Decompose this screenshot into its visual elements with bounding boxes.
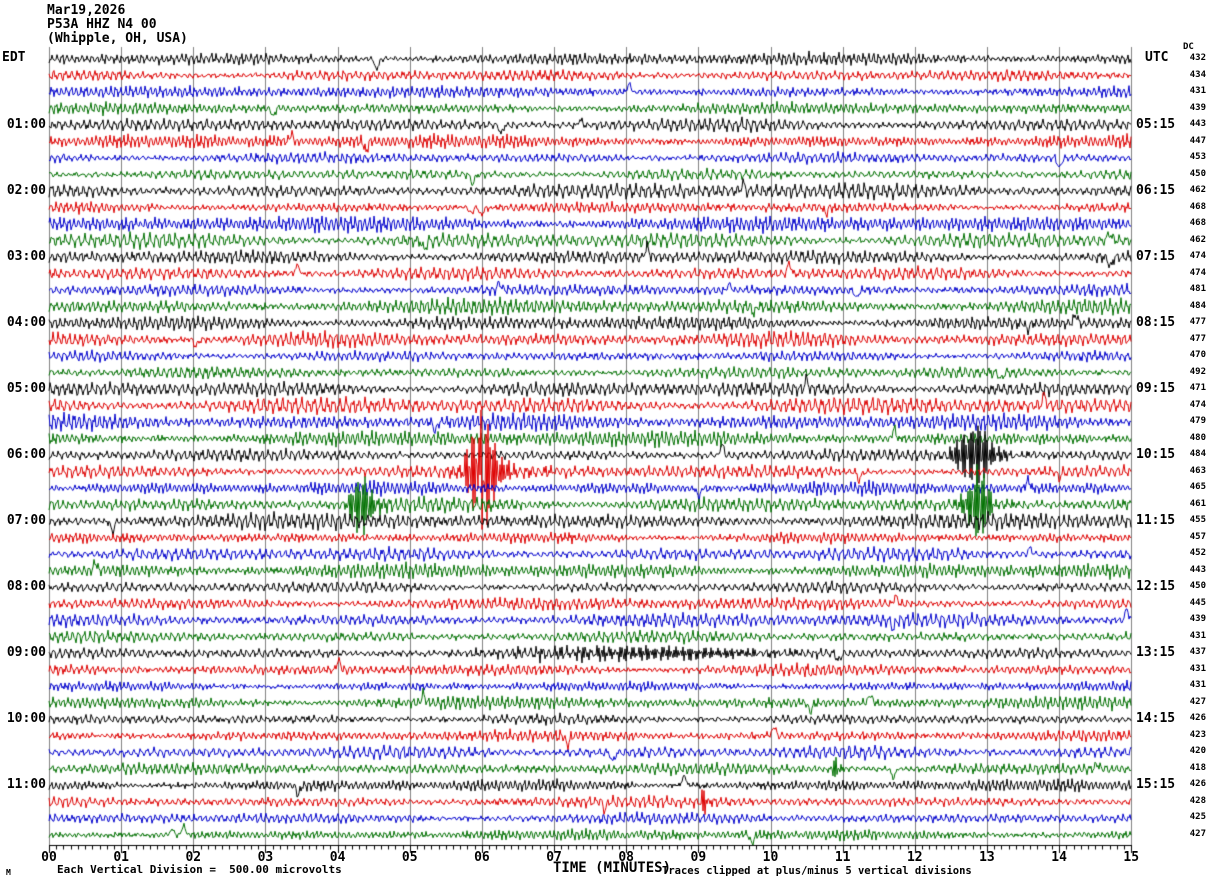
- x-tick-label: 00: [41, 850, 57, 865]
- edt-time-label: 07:00: [6, 513, 46, 529]
- dc-value: 462: [1189, 185, 1206, 196]
- x-tick-label: 06: [474, 850, 490, 865]
- dc-value: 425: [1189, 812, 1206, 823]
- dc-value: 484: [1189, 449, 1206, 460]
- header-station: P53A HHZ N4 00: [47, 17, 157, 32]
- dc-value: 492: [1189, 366, 1206, 377]
- dc-value: 453: [1189, 152, 1206, 163]
- edt-time-label: 09:00: [6, 645, 46, 661]
- utc-time-label: 07:15: [1136, 249, 1176, 265]
- x-tick-label: 01: [113, 850, 129, 865]
- dc-value: 431: [1189, 630, 1206, 641]
- right-timezone-label: UTC: [1145, 50, 1169, 65]
- dc-value: 471: [1189, 383, 1206, 394]
- dc-value: 477: [1189, 333, 1206, 344]
- utc-time-label: 14:15: [1136, 711, 1176, 727]
- dc-value: 457: [1189, 531, 1206, 542]
- dc-value: 484: [1189, 300, 1206, 311]
- dc-value: 427: [1189, 828, 1206, 839]
- dc-value: 462: [1189, 234, 1206, 245]
- x-tick-label: 11: [834, 850, 851, 865]
- utc-time-label: 10:15: [1136, 447, 1176, 463]
- dc-value: 445: [1189, 597, 1206, 608]
- edt-time-label: 01:00: [6, 117, 46, 133]
- dc-value: 452: [1189, 548, 1206, 559]
- header-location: (Whipple, OH, USA): [47, 31, 188, 46]
- dc-value: 455: [1189, 515, 1206, 526]
- x-tick-label: 15: [1123, 850, 1140, 865]
- x-tick-label: 04: [329, 850, 346, 865]
- dc-value: 431: [1189, 680, 1206, 691]
- utc-time-label: 05:15: [1136, 117, 1176, 133]
- dc-value: 468: [1189, 218, 1206, 229]
- dc-value: 428: [1189, 795, 1206, 806]
- edt-time-label: 08:00: [6, 579, 46, 595]
- utc-time-label: 13:15: [1136, 645, 1176, 661]
- dc-value: 465: [1189, 482, 1206, 493]
- header-date: Mar19,2026: [47, 3, 126, 18]
- footer-sub-marker: M: [6, 868, 11, 877]
- dc-value: 426: [1189, 779, 1206, 790]
- dc-value: 427: [1189, 696, 1206, 707]
- x-tick-label: 14: [1051, 850, 1067, 865]
- footer-clip-note: Traces clipped at plus/minus 5 vertical …: [662, 865, 972, 877]
- dc-value: 481: [1189, 284, 1206, 295]
- dc-value: 420: [1189, 746, 1206, 757]
- dc-value: 450: [1189, 168, 1206, 179]
- left-timezone-label: EDT: [2, 50, 26, 65]
- dc-value: 480: [1189, 432, 1206, 443]
- edt-time-label: 10:00: [6, 711, 46, 727]
- dc-value: 461: [1189, 498, 1206, 509]
- edt-time-label: 05:00: [6, 381, 46, 397]
- edt-time-label: 02:00: [6, 183, 46, 199]
- dc-value: 426: [1189, 713, 1206, 724]
- utc-time-label: 15:15: [1136, 777, 1176, 793]
- utc-time-label: 11:15: [1136, 513, 1176, 529]
- dc-value: 468: [1189, 201, 1206, 212]
- dc-value: 443: [1189, 564, 1206, 575]
- x-tick-label: 02: [185, 850, 202, 865]
- utc-time-label: 06:15: [1136, 183, 1176, 199]
- x-tick-label: 13: [979, 850, 995, 865]
- dc-value: 434: [1189, 69, 1206, 80]
- dc-column-label: DC: [1183, 42, 1194, 52]
- utc-time-label: 09:15: [1136, 381, 1176, 397]
- dc-value: 432: [1189, 53, 1206, 63]
- dc-value: 463: [1189, 465, 1206, 476]
- dc-value: 470: [1189, 350, 1206, 361]
- footer-scale-note: Each Vertical Division = 500.00 microvol…: [57, 863, 342, 876]
- dc-value: 437: [1189, 647, 1206, 658]
- x-tick-label: 07: [546, 850, 562, 865]
- dc-value: 447: [1189, 135, 1206, 146]
- edt-time-label: 11:00: [6, 777, 46, 793]
- x-axis-title: TIME (MINUTES): [553, 860, 672, 876]
- dc-value: 418: [1189, 762, 1206, 773]
- edt-time-label: 06:00: [6, 447, 46, 463]
- x-tick-label: 08: [618, 850, 635, 865]
- utc-time-label: 08:15: [1136, 315, 1176, 331]
- x-tick-label: 10: [762, 850, 779, 865]
- utc-time-label: 12:15: [1136, 579, 1176, 595]
- dc-value: 479: [1189, 416, 1206, 427]
- dc-value: 450: [1189, 581, 1206, 592]
- dc-value: 474: [1189, 399, 1206, 410]
- dc-value: 474: [1189, 267, 1206, 278]
- dc-value: 431: [1189, 86, 1206, 97]
- x-tick-label: 12: [906, 850, 923, 865]
- edt-time-label: 04:00: [6, 315, 46, 331]
- x-tick-label: 05: [401, 850, 418, 865]
- dc-value: 439: [1189, 102, 1206, 113]
- dc-value: 477: [1189, 317, 1206, 328]
- dc-value: 474: [1189, 251, 1206, 262]
- dc-value: 431: [1189, 663, 1206, 674]
- dc-value: 423: [1189, 729, 1206, 740]
- x-tick-label: 03: [257, 850, 274, 865]
- dc-value: 439: [1189, 614, 1206, 625]
- dc-value: 443: [1189, 119, 1206, 130]
- edt-time-label: 03:00: [6, 249, 46, 265]
- x-tick-label: 09: [690, 850, 707, 865]
